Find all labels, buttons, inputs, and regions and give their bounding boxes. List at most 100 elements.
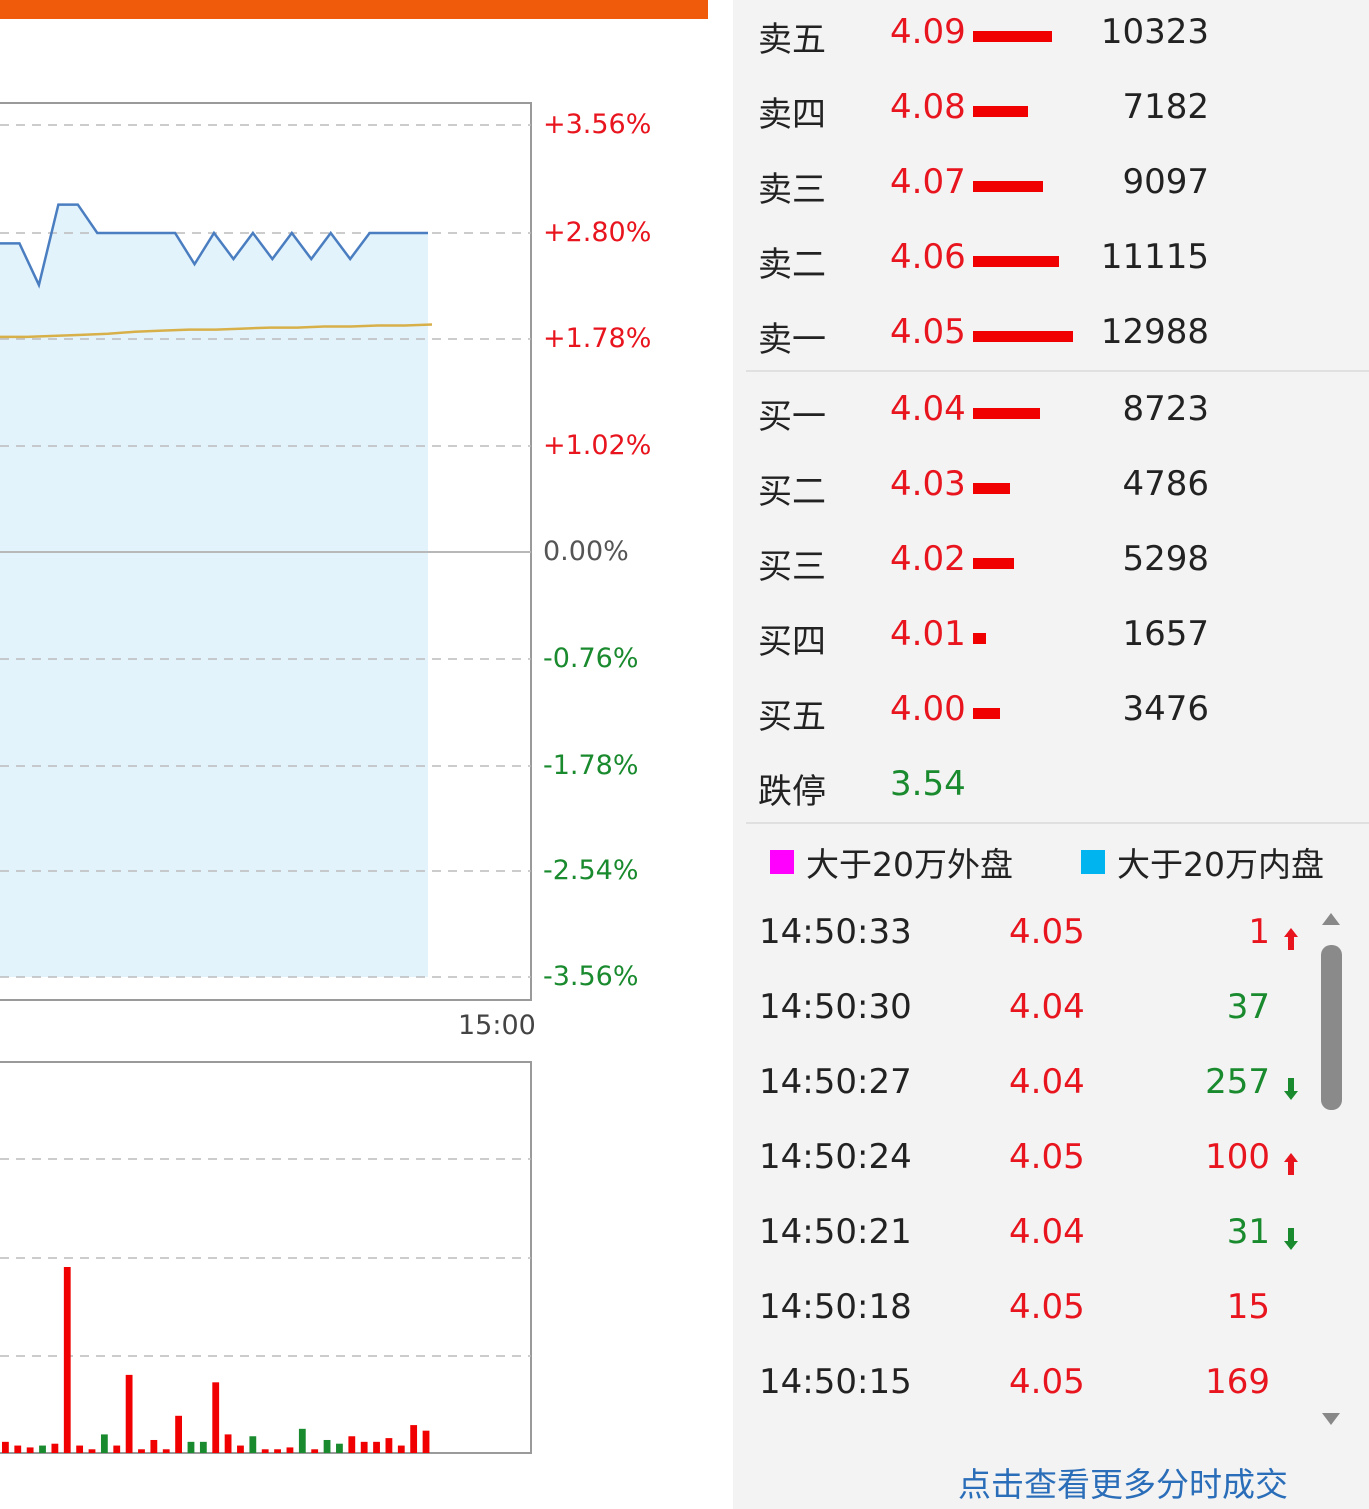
y-tick-label: -0.76%: [543, 643, 639, 674]
y-tick-label: +1.78%: [543, 323, 652, 354]
trade-list[interactable]: 14:50:33 4.05 1 14:50:30 4.04 37 14:50:27 4.04 2…: [733, 900, 1313, 1420]
trade-price: 4.04: [1009, 1212, 1085, 1252]
volume-bar: [100, 1434, 108, 1453]
trade-row[interactable]: 14:50:33 4.05 1: [733, 900, 1313, 975]
ask-price: 4.05: [890, 312, 966, 352]
bid-price: 4.00: [890, 689, 966, 729]
volume-bar: [336, 1443, 343, 1453]
volume-bar: [88, 1449, 96, 1453]
up-arrow-icon: [1284, 928, 1298, 950]
more-trades-link[interactable]: 点击查看更多分时成交: [958, 1465, 1288, 1504]
bid-volume-bar: [973, 483, 1010, 494]
bid-row: 买一 4.04 8723: [733, 377, 1369, 452]
ask-row: 卖五 4.09 10323: [733, 0, 1369, 75]
volume-bar: [51, 1443, 59, 1453]
volume-bar: [422, 1430, 430, 1453]
volume-bar: [298, 1428, 306, 1453]
intraday-chart-svg: [0, 102, 532, 1454]
trade-time: 14:50:21: [759, 1212, 912, 1252]
bid-volume: 5298: [1122, 539, 1209, 579]
volume-bar: [39, 1445, 46, 1453]
down-arrow-icon: [1284, 1228, 1298, 1250]
ask-volume: 11115: [1100, 237, 1209, 277]
volume-bar: [274, 1449, 281, 1453]
trade-row[interactable]: 14:50:21 4.04 31: [733, 1200, 1313, 1275]
trade-volume: 100: [1205, 1137, 1270, 1177]
trade-price: 4.05: [1009, 1287, 1085, 1327]
trade-time: 14:50:33: [759, 912, 912, 952]
volume-bar: [187, 1441, 195, 1453]
trade-row[interactable]: 14:50:27 4.04 257: [733, 1050, 1313, 1125]
order-panel: 卖五 4.09 10323 卖四 4.08 7182 卖三 4.07 9097 卖二 4.06 111…: [733, 0, 1369, 1509]
volume-bar: [26, 1447, 34, 1453]
y-tick-label: -1.78%: [543, 750, 639, 781]
bid-level-label: 买四: [758, 622, 826, 662]
price-line: [0, 203, 428, 289]
down-arrow-icon: [1284, 1078, 1298, 1100]
volume-bar: [311, 1449, 319, 1453]
ask-level-label: 卖一: [758, 320, 826, 360]
y-tick-label: 0.00%: [543, 536, 629, 567]
header-accent-bar: [0, 0, 708, 19]
bid-price: 4.01: [890, 614, 966, 654]
legend-outer-swatch: [770, 850, 794, 874]
volume-bar: [224, 1434, 232, 1453]
volume-bar: [397, 1445, 405, 1453]
trade-volume: 257: [1205, 1062, 1270, 1102]
ask-row: 卖一 4.05 12988: [733, 300, 1369, 375]
trade-row[interactable]: 14:50:18 4.05 15: [733, 1275, 1313, 1350]
x-tick-label: 15:00: [458, 1010, 536, 1041]
ask-level-label: 卖四: [758, 95, 826, 135]
trade-price: 4.04: [1009, 1062, 1085, 1102]
trade-list-scrollbar[interactable]: [1316, 903, 1346, 1433]
volume-bar: [113, 1445, 121, 1453]
trade-volume: 1: [1248, 912, 1270, 952]
scroll-up-arrow-icon[interactable]: [1322, 913, 1340, 925]
volume-bar: [14, 1445, 22, 1453]
trade-volume: 31: [1226, 1212, 1270, 1252]
volume-bar: [261, 1449, 269, 1453]
trade-row[interactable]: 14:50:15 4.05 169: [733, 1350, 1313, 1420]
volume-bar: [286, 1447, 294, 1453]
scroll-thumb[interactable]: [1321, 945, 1342, 1110]
intraday-chart: +3.56% +2.80% +1.78% +1.02% 0.00% -0.76% -1.78…: [0, 102, 652, 1454]
bid-price: 4.02: [890, 539, 966, 579]
bid-row: 买二 4.03 4786: [733, 452, 1369, 527]
volume-bar: [237, 1445, 244, 1453]
bid-volume-bar: [973, 558, 1014, 569]
ask-price: 4.09: [890, 12, 966, 52]
orderbook-divider: [746, 822, 1369, 824]
trade-row[interactable]: 14:50:24 4.05 100: [733, 1125, 1313, 1200]
trade-price: 4.04: [1009, 987, 1085, 1027]
ask-volume: 9097: [1122, 162, 1209, 202]
bid-volume: 3476: [1122, 689, 1209, 729]
volume-bar: [125, 1374, 133, 1453]
y-tick-label: +1.02%: [543, 430, 652, 461]
trade-price: 4.05: [1009, 1137, 1085, 1177]
volume-bar: [2, 1441, 9, 1453]
ask-volume: 7182: [1122, 87, 1209, 127]
bid-volume: 1657: [1122, 614, 1209, 654]
volume-bar: [76, 1445, 84, 1453]
volume-bar: [385, 1438, 393, 1453]
trade-time: 14:50:15: [759, 1362, 912, 1402]
volume-bar: [360, 1441, 368, 1453]
y-tick-label: +2.80%: [543, 217, 652, 248]
limit-down-label: 跌停: [758, 772, 826, 812]
ask-row: 卖二 4.06 11115: [733, 225, 1369, 300]
bid-volume-bar: [973, 708, 1000, 719]
ask-price: 4.07: [890, 162, 966, 202]
limit-down-row: 跌停 3.54: [733, 752, 1369, 827]
bid-volume-bar: [973, 408, 1040, 419]
average-price-line: [0, 323, 433, 339]
trade-row[interactable]: 14:50:30 4.04 37: [733, 975, 1313, 1050]
legend-outer: 大于20万外盘: [770, 838, 1013, 886]
volume-bar: [175, 1415, 183, 1453]
bid-row: 买四 4.01 1657: [733, 602, 1369, 677]
volume-bar: [249, 1436, 257, 1453]
bid-level-label: 买二: [758, 472, 826, 512]
ask-volume: 12988: [1100, 312, 1209, 352]
scroll-down-arrow-icon[interactable]: [1322, 1413, 1340, 1425]
trade-time: 14:50:27: [759, 1062, 912, 1102]
trade-price: 4.05: [1009, 912, 1085, 952]
